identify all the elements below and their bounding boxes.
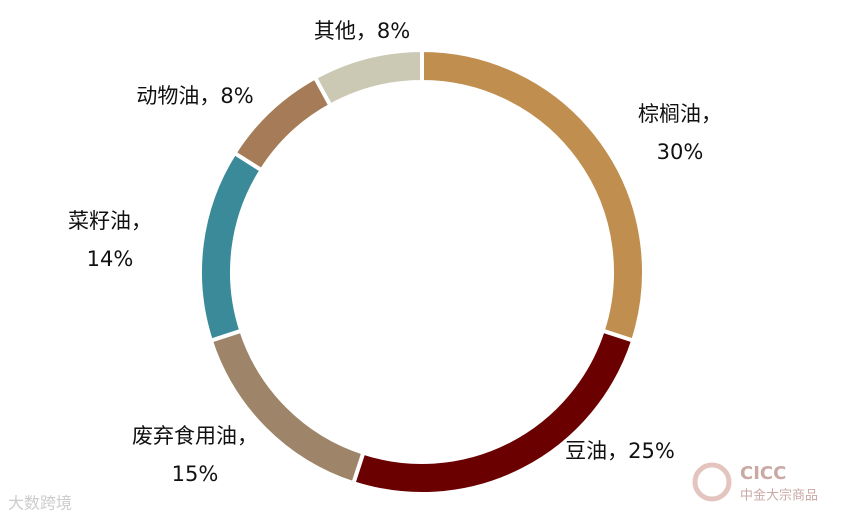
- label-separator: ，: [701, 102, 722, 126]
- label-separator: ，: [356, 19, 377, 43]
- category-label: 动物油: [136, 84, 199, 108]
- category-label: 菜籽油: [68, 209, 131, 233]
- watermark: 大数跨境: [8, 494, 72, 513]
- label-separator: ，: [237, 424, 258, 448]
- data-label: 动物油，8%: [136, 84, 253, 108]
- logo: [692, 462, 732, 502]
- watermark: CICC: [740, 463, 786, 484]
- value-label: 15%: [172, 462, 219, 486]
- donut-slice: [350, 328, 636, 496]
- value-label: 8%: [377, 19, 410, 43]
- value-label: 8%: [220, 84, 253, 108]
- watermark: 中金大宗商品: [740, 488, 818, 504]
- donut-slice: [420, 47, 646, 344]
- donut-slice: [312, 47, 424, 109]
- category-label: 棕榈油: [638, 102, 701, 126]
- category-label: 豆油: [565, 439, 607, 463]
- category-label: 废弃食用油: [132, 424, 237, 448]
- data-label: 菜籽油， 14%: [68, 209, 152, 271]
- label-separator: ，: [607, 439, 628, 463]
- category-label: 其他: [314, 19, 356, 43]
- donut-slice: [198, 150, 265, 344]
- data-label: 其他，8%: [314, 19, 410, 43]
- data-label: 豆油，25%: [565, 439, 675, 463]
- label-separator: ，: [131, 209, 152, 233]
- label-separator: ，: [199, 84, 220, 108]
- value-label: 25%: [628, 439, 675, 463]
- value-label: 14%: [87, 247, 134, 271]
- value-label: 30%: [657, 140, 704, 164]
- data-label: 棕榈油， 30%: [638, 102, 722, 164]
- donut-slice: [208, 328, 366, 486]
- data-label: 废弃食用油， 15%: [132, 424, 258, 486]
